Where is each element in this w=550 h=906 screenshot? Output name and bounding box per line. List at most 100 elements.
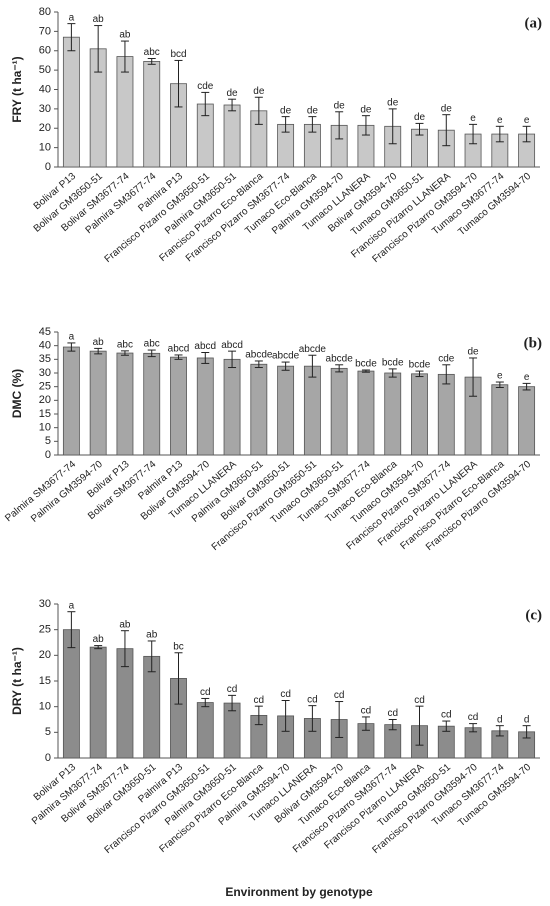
error-bar (281, 361, 290, 371)
error-bar (254, 705, 263, 726)
y-tick-label: 10 (39, 142, 51, 154)
error-bar (522, 382, 531, 391)
significance-letter: bcde (382, 358, 404, 369)
error-bar (495, 725, 504, 737)
bar (196, 702, 214, 759)
significance-letter: bc (173, 641, 184, 652)
significance-letter: de (253, 86, 265, 97)
y-tick-label: 70 (39, 25, 51, 37)
significance-letter: bcde (409, 360, 431, 371)
bar (518, 386, 536, 456)
error-bar (174, 652, 183, 705)
error-bar (361, 716, 370, 731)
bar (143, 352, 161, 456)
significance-letter: abc (144, 339, 160, 350)
bar (411, 373, 428, 456)
error-bar (174, 59, 183, 108)
significance-letter: de (467, 347, 479, 358)
error-bar (201, 91, 210, 117)
error-bar (147, 640, 156, 673)
error-bar (308, 705, 317, 732)
panel-label: (c) (525, 607, 542, 623)
error-bar (67, 342, 76, 352)
significance-letter: cd (468, 712, 479, 723)
significance-letter: abc (117, 340, 133, 351)
bar (62, 346, 80, 456)
bar (437, 373, 455, 456)
bar (277, 365, 295, 456)
bar (223, 104, 241, 168)
significance-letter: cd (307, 694, 318, 705)
panel-label: (b) (524, 335, 542, 351)
y-tick-label: 15 (39, 675, 51, 687)
significance-letter: ab (119, 619, 131, 630)
significance-letter: de (334, 100, 346, 111)
error-bar (522, 725, 531, 739)
error-bar (361, 115, 370, 136)
error-bar (388, 719, 397, 731)
y-tick-label: 30 (39, 367, 51, 379)
significance-letter: cd (414, 695, 425, 706)
bar (62, 629, 80, 759)
error-bar (335, 701, 344, 738)
significance-letter: bcde (355, 359, 377, 370)
y-tick-label: 50 (39, 64, 51, 76)
bar (250, 363, 268, 456)
error-bar (281, 700, 290, 732)
significance-letter: abcde (299, 344, 327, 355)
significance-letter: cd (441, 710, 452, 721)
significance-letter: e (497, 115, 503, 126)
bar (116, 56, 134, 168)
significance-letter: d (524, 714, 530, 725)
bar (89, 646, 107, 759)
bar (116, 352, 134, 456)
significance-letter: abcd (221, 340, 243, 351)
bar (196, 357, 214, 456)
y-tick-label: 0 (45, 161, 51, 173)
y-tick-label: 20 (39, 649, 51, 661)
significance-letter: de (360, 104, 372, 115)
y-tick-label: 5 (45, 435, 51, 447)
error-bar (94, 645, 103, 650)
y-axis-label: DRY (t ha⁻¹) (10, 647, 24, 715)
significance-letter: abcd (194, 341, 216, 352)
y-tick-label: 80 (39, 6, 51, 18)
significance-letter: e (524, 115, 530, 126)
y-tick-label: 15 (39, 408, 51, 420)
significance-letter: ab (146, 630, 158, 641)
significance-letter: de (307, 105, 319, 116)
error-bar (388, 368, 397, 378)
error-bar (442, 720, 451, 732)
error-bar (201, 697, 210, 708)
y-tick-label: 20 (39, 394, 51, 406)
y-axis-label: DMC (%) (10, 369, 24, 418)
y-tick-label: 25 (39, 381, 51, 393)
significance-letter: ab (93, 634, 105, 645)
error-bar (495, 125, 504, 143)
significance-letter: bcd (170, 49, 186, 60)
significance-letter: de (280, 105, 292, 116)
significance-letter: de (387, 98, 399, 109)
y-tick-label: 40 (39, 340, 51, 352)
bar (384, 372, 402, 456)
y-tick-label: 0 (45, 752, 51, 764)
significance-letter: e (497, 371, 503, 382)
significance-letter: cd (387, 708, 398, 719)
y-tick-label: 5 (45, 726, 51, 738)
significance-letter: cd (280, 689, 291, 700)
bar (62, 36, 80, 168)
error-bar (361, 369, 370, 373)
error-bar (495, 381, 504, 388)
y-tick-label: 0 (45, 449, 51, 461)
error-bar (469, 357, 478, 397)
significance-letter: e (470, 113, 476, 124)
significance-letter: cd (361, 706, 372, 717)
error-bar (254, 360, 263, 369)
error-bar (415, 705, 424, 746)
y-tick-label: 30 (39, 598, 51, 610)
error-bar (415, 122, 424, 136)
error-bar (442, 364, 451, 385)
y-tick-label: 25 (39, 624, 51, 636)
significance-letter: de (441, 103, 453, 114)
